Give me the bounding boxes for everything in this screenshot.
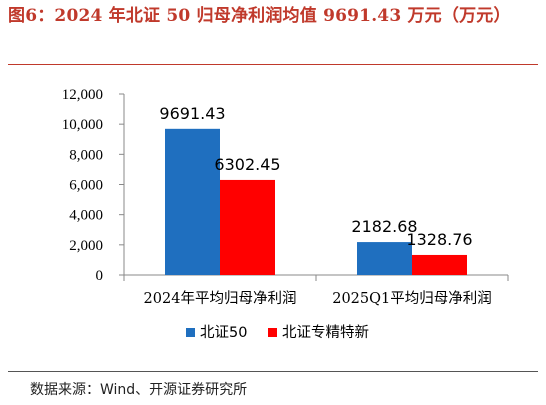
category-label: 2025Q1平均归母净利润 [332,290,492,307]
y-tick-label: 10,000 [62,117,103,133]
legend-swatch [186,328,195,337]
y-tick-label: 12,000 [62,87,103,103]
y-tick-label: 8,000 [69,147,103,163]
y-tick-label: 0 [96,268,104,284]
y-tick-label: 4,000 [69,208,103,224]
category-label: 2024年平均归母净利润 [144,290,297,307]
title-rule [8,64,538,65]
bar [357,242,412,275]
bar [412,254,467,275]
figure-title: 图6：2024 年北证 50 归母净利润均值 9691.43 万元（万元） [8,6,511,26]
data-label: 6302.45 [214,155,280,174]
y-tick-label: 2,000 [69,238,103,254]
bars [165,128,467,275]
data-label: 1328.76 [406,230,472,249]
data-label: 9691.43 [159,104,225,123]
legend-label: 北证50 [200,324,247,341]
x-axis: 2024年平均归母净利润 2025Q1平均归母净利润 [123,274,509,307]
bar [220,179,275,275]
source-note: 数据来源：Wind、开源证券研究所 [30,382,248,398]
legend: 北证50 北证专精特新 [186,324,369,341]
source-rule [8,371,538,372]
y-tick-label: 6,000 [69,178,103,194]
legend-swatch [268,328,277,337]
y-axis: 0 2,000 4,000 6,000 8,000 10,000 12,000 [62,87,125,284]
data-label: 2182.68 [351,217,417,236]
bar [165,128,220,275]
legend-label: 北证专精特新 [282,324,369,341]
